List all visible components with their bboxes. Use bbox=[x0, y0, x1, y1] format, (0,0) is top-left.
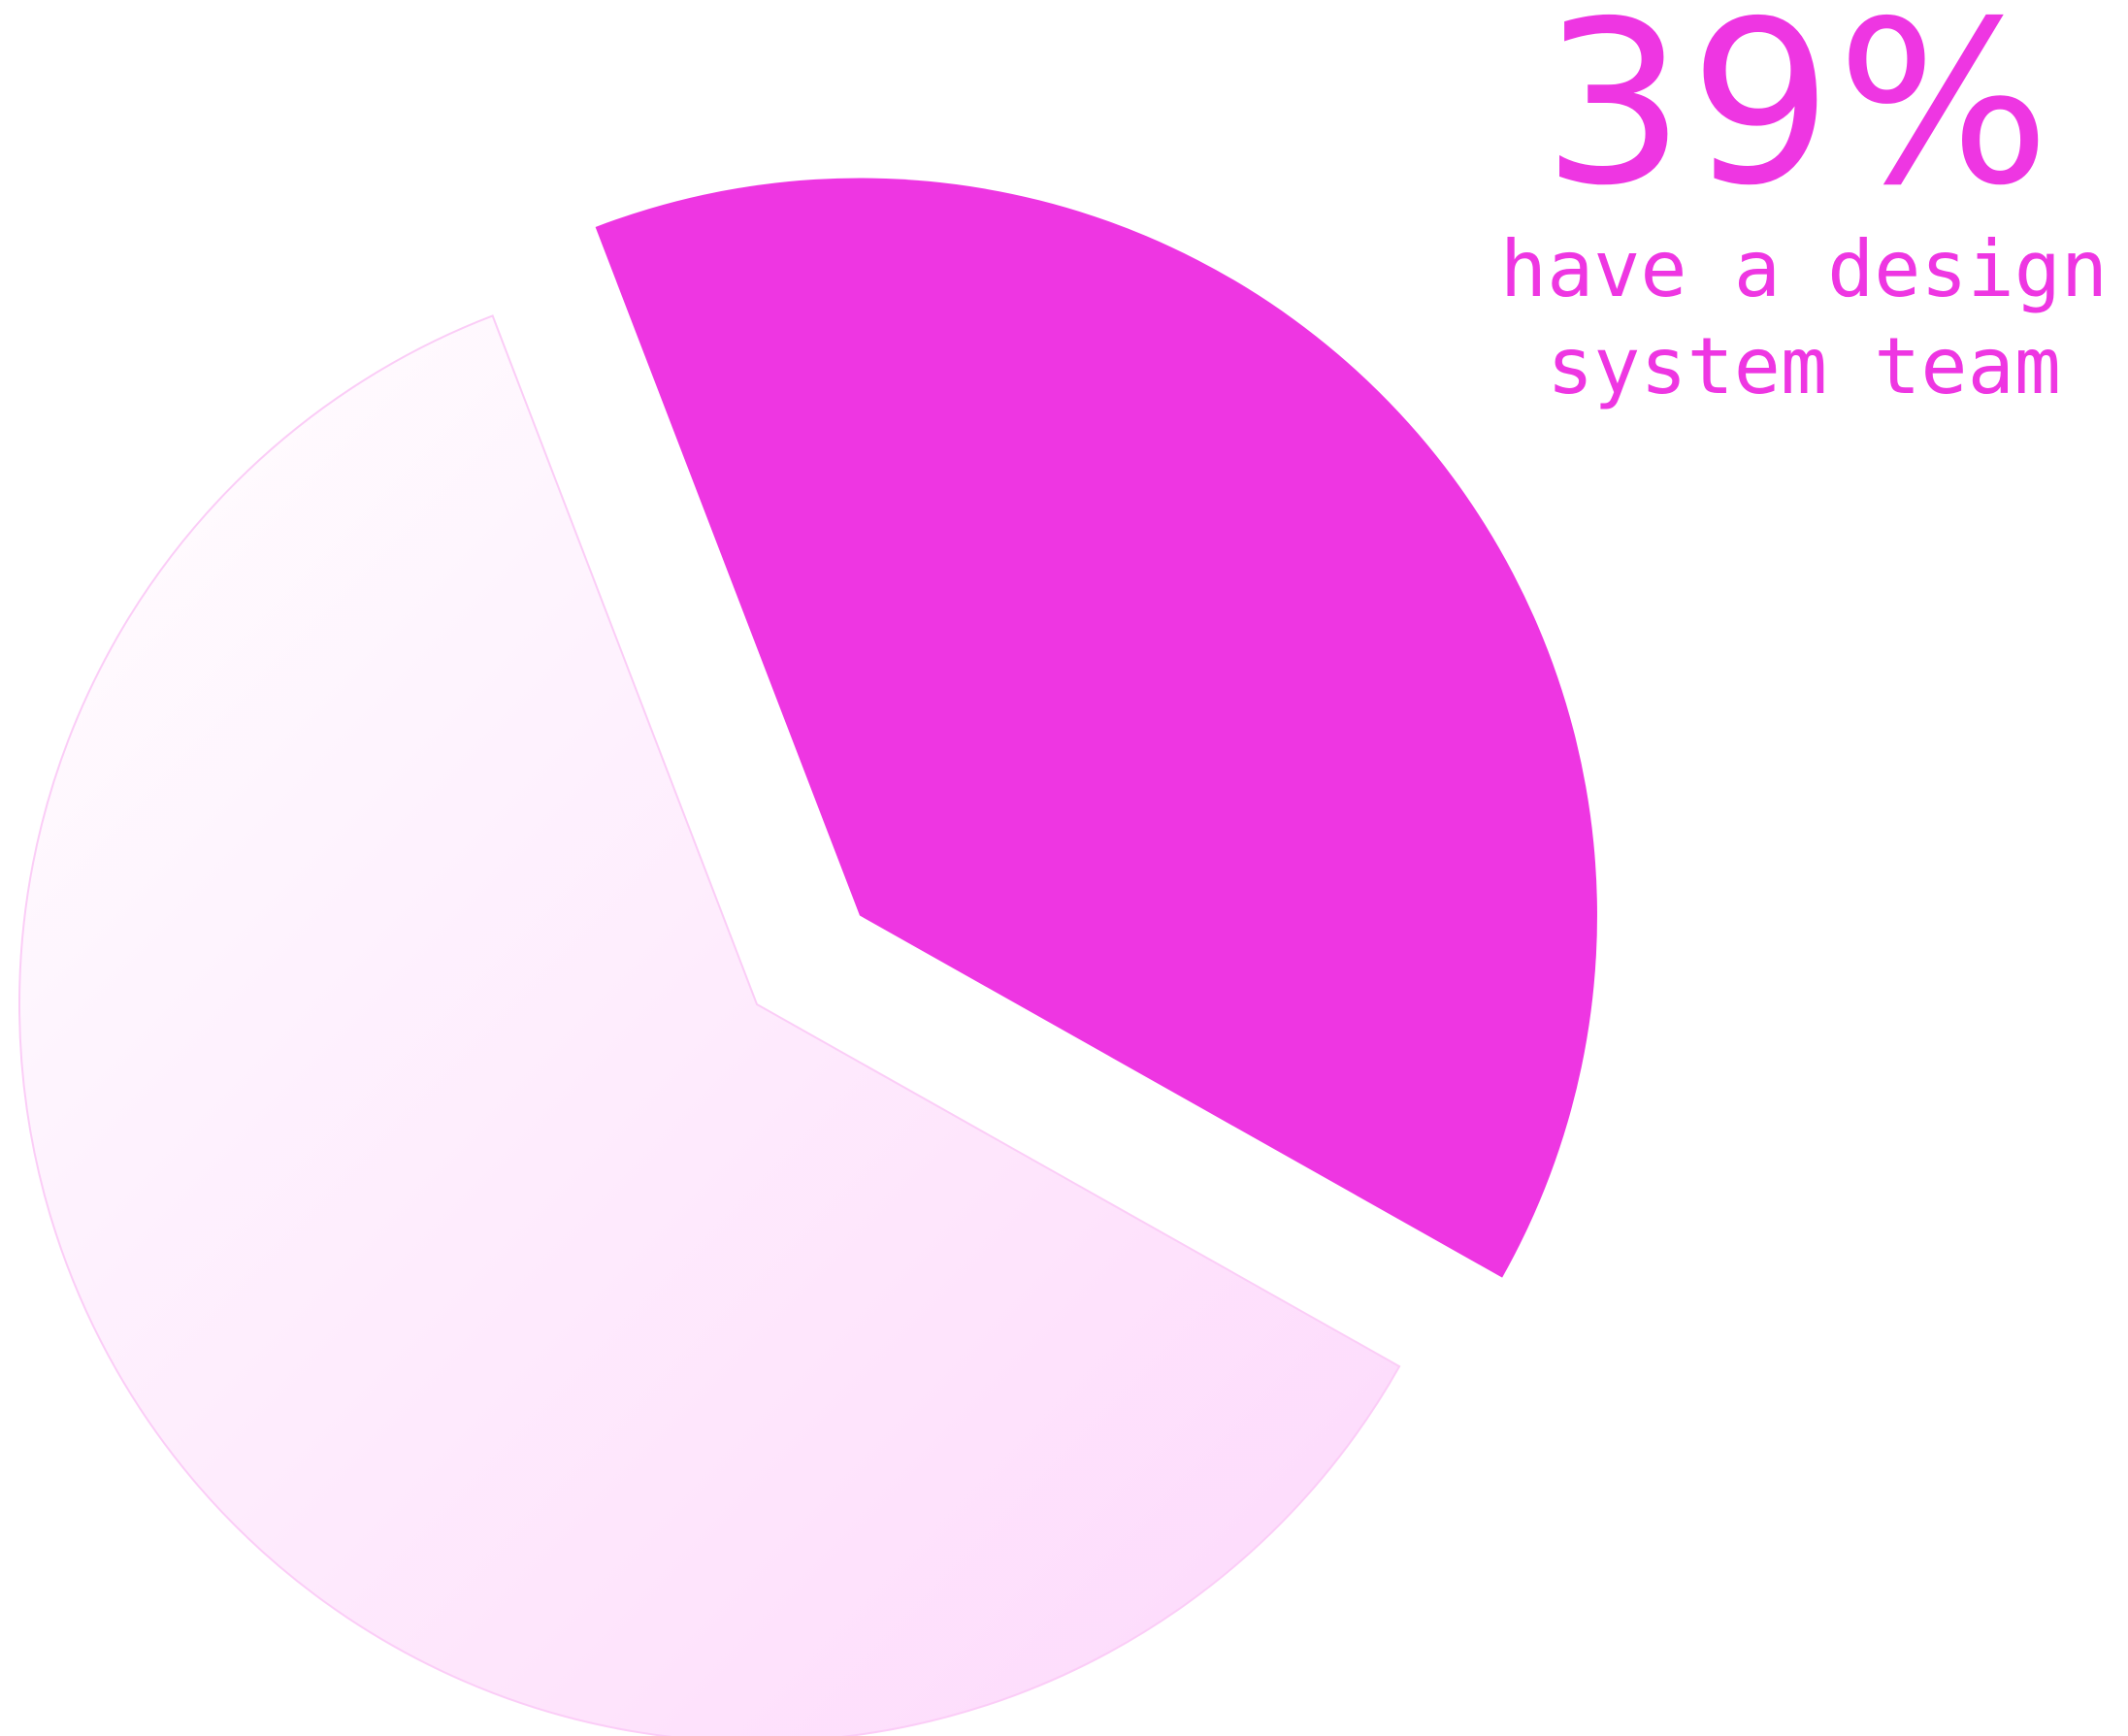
pie-slice-1 bbox=[595, 178, 1597, 1278]
pie-slice-2 bbox=[18, 314, 1401, 1736]
stat-callout: 39% have a design system team bbox=[1435, 0, 2114, 415]
stat-value: 39% bbox=[1542, 0, 2054, 235]
pie-slices bbox=[18, 178, 1597, 1736]
stat-label: have a design system team bbox=[1499, 224, 2109, 411]
